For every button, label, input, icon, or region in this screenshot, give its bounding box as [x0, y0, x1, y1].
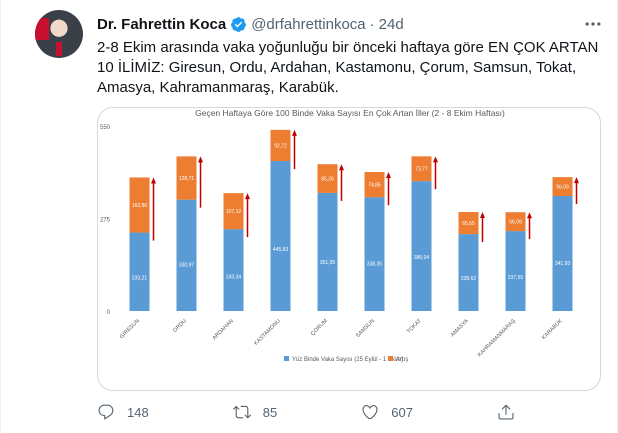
bar-base	[458, 234, 479, 311]
category-label: KAHRAMANMARAŞ	[477, 318, 517, 358]
base-data-label: 237,55	[508, 275, 524, 281]
verified-badge-icon	[231, 16, 247, 32]
share-icon	[498, 404, 514, 420]
chart-title: Geçen Haftaya Göre 100 Binde Vaka Sayısı…	[195, 108, 505, 118]
increase-data-label: 163,80	[132, 203, 148, 209]
tweet-timestamp[interactable]: 24d	[378, 15, 404, 33]
increase-data-label: 65,65	[462, 221, 475, 227]
y-tick-label: 0	[107, 310, 111, 316]
like-button[interactable]: 607	[361, 400, 413, 424]
bar-increase	[364, 172, 385, 198]
bar-increase	[223, 193, 244, 230]
category-label: ÇORUM	[310, 318, 329, 337]
increase-arrowhead	[386, 172, 391, 179]
bar-base	[364, 197, 385, 311]
reply-count: 148	[127, 404, 149, 420]
bar-base	[317, 192, 338, 311]
y-tick-label: 275	[100, 218, 111, 224]
increase-data-label: 128,71	[179, 176, 195, 182]
category-label: SAMSUN	[355, 318, 376, 339]
tweet-text: 2-8 Ekim arasında vaka yoğunluğu bir önc…	[97, 39, 599, 96]
y-tick-label: 550	[100, 125, 111, 131]
more-icon[interactable]	[583, 14, 603, 34]
increase-data-label: 92,72	[274, 143, 287, 149]
increase-data-label: 85,26	[321, 177, 334, 183]
bar-increase	[129, 177, 150, 233]
avatar[interactable]	[35, 10, 83, 58]
increase-data-label: 56,09	[509, 220, 522, 226]
category-label: TOKAT	[406, 318, 423, 335]
base-data-label: 233,21	[132, 276, 148, 282]
increase-arrowhead	[198, 156, 203, 163]
tie-shape	[56, 42, 62, 56]
reply-icon	[98, 404, 114, 420]
retweet-icon	[232, 405, 251, 419]
bar-increase	[552, 177, 573, 196]
heart-icon	[362, 405, 378, 420]
author-name[interactable]: Dr. Fahrettin Koca	[97, 15, 227, 33]
reply-button[interactable]: 148	[97, 400, 149, 424]
bar-increase	[505, 212, 526, 232]
bar-increase	[176, 156, 197, 200]
separator-dot: ·	[369, 15, 375, 33]
legend-swatch-base	[284, 356, 289, 361]
retweet-count: 85	[262, 404, 278, 420]
retweet-button[interactable]: 85	[232, 400, 278, 424]
base-data-label: 338,35	[367, 261, 383, 267]
tweet-media-chart[interactable]: Geçen Haftaya Göre 100 Binde Vaka Sayısı…	[97, 107, 601, 391]
category-label: GİRESUN	[118, 317, 141, 340]
base-data-label: 228,62	[461, 276, 477, 282]
increase-arrowhead	[151, 177, 156, 184]
bar-base	[176, 199, 197, 311]
base-data-label: 386,04	[414, 255, 430, 261]
increase-data-label: 107,12	[226, 209, 242, 215]
increase-arrowhead	[292, 129, 297, 136]
legend-label-base: Yüz Binde Vaka Sayısı (25 Eylül - 1 Ekim…	[292, 357, 403, 363]
author-handle[interactable]: @drfahrettinkoca	[251, 15, 366, 33]
increase-arrowhead	[245, 193, 250, 200]
increase-arrowhead	[527, 212, 532, 219]
increase-arrowhead	[339, 164, 344, 171]
bar-base	[411, 181, 432, 311]
base-data-label: 445,83	[273, 247, 289, 253]
increase-arrowhead	[480, 212, 485, 219]
legend-label-increase: Artış	[396, 357, 408, 363]
bar-base	[223, 229, 244, 311]
bar-increase	[270, 129, 291, 162]
base-data-label: 351,05	[320, 260, 336, 266]
like-count: 607	[391, 404, 413, 420]
flag-icon	[35, 18, 49, 40]
bar-base	[505, 231, 526, 311]
category-label: AMASYA	[450, 318, 470, 338]
base-data-label: 330,97	[179, 262, 195, 268]
bar-base	[270, 161, 291, 311]
bar-base	[129, 232, 150, 311]
category-label: KARABÜK	[540, 317, 564, 341]
increase-data-label: 56,09	[556, 185, 569, 191]
category-label: ARDAHAN	[212, 318, 235, 341]
category-label: ORDU	[172, 318, 188, 334]
base-data-label: 341,93	[555, 261, 571, 267]
bar-increase	[458, 212, 479, 235]
share-button[interactable]	[497, 400, 527, 424]
chart-svg: Geçen Haftaya Göre 100 Binde Vaka Sayısı…	[100, 108, 579, 363]
tweet-actions: 148 85 607	[97, 400, 527, 424]
base-data-label: 243,34	[226, 274, 242, 280]
increase-data-label: 73,77	[415, 167, 428, 173]
bar-base	[552, 195, 573, 311]
increase-arrowhead	[574, 177, 579, 184]
bar-increase	[317, 164, 338, 193]
increase-data-label: 74,85	[368, 183, 381, 189]
legend-swatch-increase	[388, 356, 393, 361]
tweet-header: Dr. Fahrettin Koca @drfahrettinkoca · 24…	[97, 14, 404, 34]
increase-arrowhead	[433, 156, 438, 163]
bar-increase	[411, 156, 432, 182]
category-label: KASTAMONU	[253, 318, 282, 347]
